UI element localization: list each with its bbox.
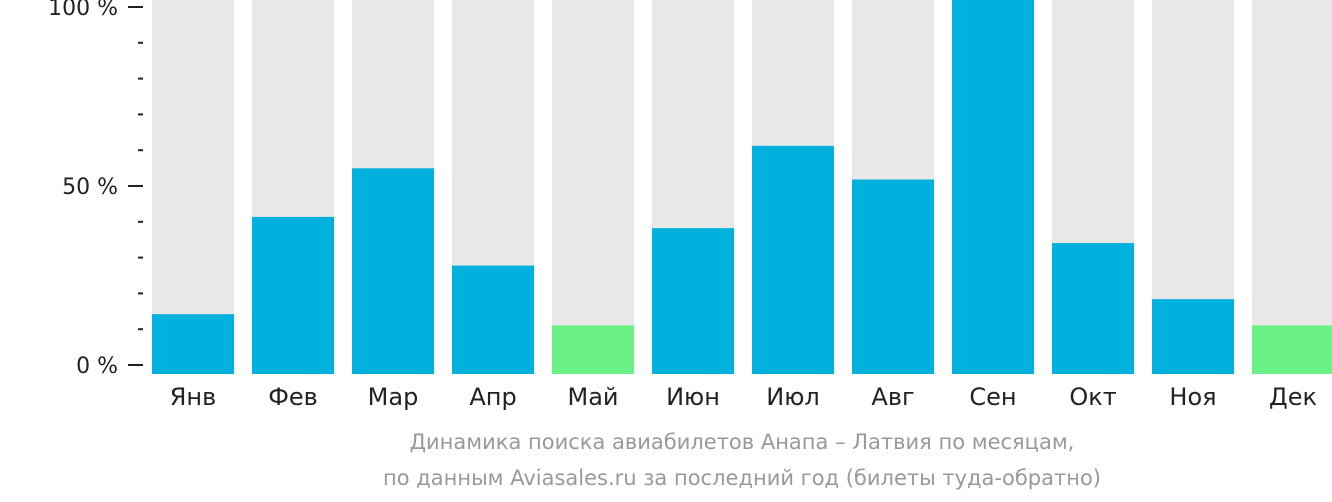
x-tick-label: Сен xyxy=(969,383,1016,411)
bars xyxy=(152,0,1332,374)
y-tick-label: 0 % xyxy=(76,354,118,379)
bar-track xyxy=(152,0,234,374)
x-tick-label: Янв xyxy=(170,383,217,411)
x-tick-label: Окт xyxy=(1069,383,1116,411)
y-tick-label: 100 % xyxy=(48,0,118,21)
bar[interactable] xyxy=(952,0,1034,374)
bar[interactable] xyxy=(252,216,334,374)
x-tick-label: Апр xyxy=(469,383,516,411)
bar[interactable] xyxy=(552,325,634,374)
chart-caption-line-1: Динамика поиска авиабилетов Анапа – Латв… xyxy=(409,430,1075,454)
x-tick-label: Июн xyxy=(666,383,720,411)
bar[interactable] xyxy=(1252,325,1332,374)
y-tick-label: 50 % xyxy=(62,175,118,200)
bar[interactable] xyxy=(1052,243,1134,374)
x-tick-label: Мар xyxy=(368,383,419,411)
x-tick-label: Фев xyxy=(268,383,318,411)
bar[interactable] xyxy=(752,145,834,374)
bar[interactable] xyxy=(852,179,934,374)
x-tick-label: Май xyxy=(567,383,618,411)
bar-track xyxy=(1252,0,1332,374)
bar[interactable] xyxy=(452,265,534,374)
x-tick-label: Дек xyxy=(1269,383,1317,411)
bar[interactable] xyxy=(1152,299,1234,374)
y-axis: 0 % 50 % 100 % xyxy=(48,0,143,379)
x-tick-label: Июл xyxy=(766,383,820,411)
x-tick-label: Авг xyxy=(871,383,914,411)
bar[interactable] xyxy=(152,314,234,374)
x-axis-labels: Янв Фев Мар Апр Май Июн Июл Авг Сен Окт Ноя Дек xyxy=(170,383,1317,411)
chart-caption-line-2: по данным Aviasales.ru за последний год … xyxy=(383,466,1101,490)
bar-track xyxy=(552,0,634,374)
bar[interactable] xyxy=(352,168,434,374)
bar[interactable] xyxy=(652,228,734,374)
x-tick-label: Ноя xyxy=(1169,383,1216,411)
